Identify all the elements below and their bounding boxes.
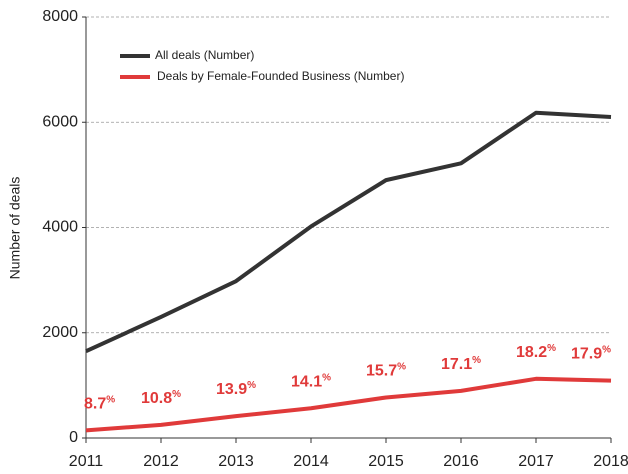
data-label: 15.7% — [366, 361, 406, 380]
legend-label: Deals by Female-Founded Business (Number… — [157, 69, 404, 83]
legend-label: All deals (Number) — [155, 48, 254, 62]
series-line — [85, 110, 612, 353]
data-label-unit: % — [397, 361, 406, 372]
data-label-value: 10.8 — [141, 390, 172, 407]
data-label-value: 15.7 — [366, 363, 397, 380]
data-label-unit: % — [247, 380, 256, 391]
data-label-value: 8.7 — [84, 396, 106, 413]
data-label: 13.9% — [216, 380, 256, 399]
x-tick-label: 2011 — [69, 453, 104, 470]
data-label: 18.2% — [516, 342, 556, 361]
data-label-unit: % — [322, 372, 331, 383]
x-tick-label: 2013 — [218, 453, 254, 470]
data-label-value: 17.9 — [571, 346, 602, 363]
data-label: 8.7% — [84, 394, 115, 413]
y-tick-label: 6000 — [42, 113, 78, 130]
data-label: 10.8% — [141, 388, 181, 407]
data-label-unit: % — [547, 342, 556, 353]
data-label-unit: % — [172, 388, 181, 399]
data-label-value: 18.2 — [516, 344, 547, 361]
x-tick-label: 2012 — [143, 453, 179, 470]
data-label: 17.1% — [441, 355, 481, 374]
x-tick-label: 2018 — [593, 453, 628, 470]
y-tick-label: 2000 — [42, 324, 78, 341]
y-axis-label: Number of deals — [7, 177, 23, 280]
x-tick-label: 2015 — [368, 453, 404, 470]
x-tick-label: 2016 — [443, 453, 479, 470]
series-line — [85, 376, 612, 433]
data-label-value: 14.1 — [291, 373, 322, 390]
data-label-unit: % — [106, 394, 115, 405]
x-tick-label: 2014 — [293, 453, 329, 470]
data-label: 17.9% — [571, 344, 611, 363]
data-label-value: 17.1 — [441, 356, 472, 373]
x-tick-label: 2017 — [518, 453, 554, 470]
y-tick-label: 8000 — [42, 8, 78, 25]
y-tick-label: 0 — [69, 429, 78, 446]
data-label: 14.1% — [291, 372, 331, 391]
y-tick-label: 4000 — [42, 219, 78, 236]
data-label-unit: % — [472, 355, 481, 366]
data-label-value: 13.9 — [216, 381, 247, 398]
data-label-unit: % — [602, 344, 611, 355]
